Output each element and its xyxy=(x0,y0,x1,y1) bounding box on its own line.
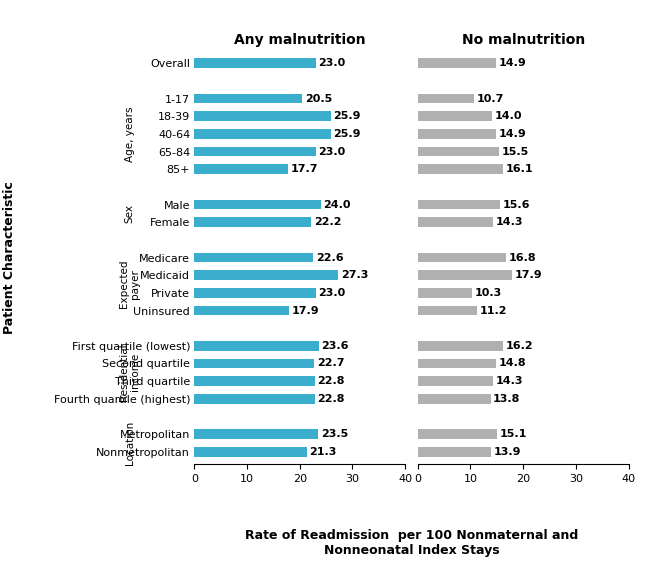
Text: 24.0: 24.0 xyxy=(323,200,351,209)
Bar xyxy=(418,447,491,457)
Bar xyxy=(418,376,493,386)
Bar xyxy=(194,429,318,439)
Bar xyxy=(194,200,321,209)
Bar xyxy=(418,112,492,121)
Bar xyxy=(194,164,288,174)
Text: Residential
income: Residential income xyxy=(119,344,141,401)
Bar xyxy=(194,147,316,156)
Bar xyxy=(194,252,314,263)
Text: 17.9: 17.9 xyxy=(292,306,319,315)
Text: 14.3: 14.3 xyxy=(496,217,524,227)
Bar xyxy=(418,164,503,174)
Text: Rate of Readmission  per 100 Nonmaternal and
Nonneonatal Index Stays: Rate of Readmission per 100 Nonmaternal … xyxy=(245,529,578,558)
Text: 16.1: 16.1 xyxy=(505,164,533,174)
Text: 23.0: 23.0 xyxy=(318,288,345,298)
Bar xyxy=(418,429,498,439)
Bar xyxy=(194,341,319,351)
Bar xyxy=(418,200,500,209)
Text: 22.8: 22.8 xyxy=(317,394,345,404)
Text: 11.2: 11.2 xyxy=(480,306,507,315)
Bar xyxy=(418,359,496,368)
Text: 13.8: 13.8 xyxy=(493,394,520,404)
Bar xyxy=(194,359,314,368)
Text: 15.6: 15.6 xyxy=(503,200,530,209)
Text: 23.0: 23.0 xyxy=(318,147,345,157)
Text: 15.1: 15.1 xyxy=(500,429,527,439)
Text: 22.8: 22.8 xyxy=(317,376,345,386)
Bar xyxy=(194,394,314,404)
Text: 23.5: 23.5 xyxy=(321,429,348,439)
Text: 23.6: 23.6 xyxy=(321,341,349,351)
Text: 22.2: 22.2 xyxy=(314,217,341,227)
Bar xyxy=(418,252,506,263)
Text: 10.3: 10.3 xyxy=(475,288,502,298)
Text: 22.6: 22.6 xyxy=(316,252,343,263)
Text: Age, years: Age, years xyxy=(124,106,135,162)
Text: 16.2: 16.2 xyxy=(506,341,533,351)
Text: 14.9: 14.9 xyxy=(499,129,527,139)
Text: 22.7: 22.7 xyxy=(317,358,344,368)
Text: Patient Characteristic: Patient Characteristic xyxy=(3,181,16,334)
Text: 25.9: 25.9 xyxy=(334,129,361,139)
Text: 13.9: 13.9 xyxy=(494,447,521,457)
Text: 17.9: 17.9 xyxy=(515,270,542,280)
Bar xyxy=(418,217,493,227)
Text: 25.9: 25.9 xyxy=(334,112,361,121)
Bar xyxy=(418,147,500,156)
Text: 23.0: 23.0 xyxy=(318,58,345,68)
Bar xyxy=(418,341,503,351)
Text: 14.3: 14.3 xyxy=(496,376,524,386)
Bar xyxy=(194,376,314,386)
Bar xyxy=(194,271,338,280)
Bar xyxy=(194,112,331,121)
Text: Sex: Sex xyxy=(124,204,135,223)
Text: 14.8: 14.8 xyxy=(498,358,526,368)
Text: 14.0: 14.0 xyxy=(494,112,522,121)
Bar xyxy=(194,217,312,227)
Text: 20.5: 20.5 xyxy=(305,93,332,104)
Bar xyxy=(418,288,472,298)
Text: 16.8: 16.8 xyxy=(509,252,537,263)
Bar xyxy=(194,94,303,104)
Bar xyxy=(194,447,307,457)
Text: Expected
payer: Expected payer xyxy=(119,260,141,308)
Title: No malnutrition: No malnutrition xyxy=(461,33,584,47)
Bar xyxy=(194,306,289,315)
Bar xyxy=(418,58,496,68)
Title: Any malnutrition: Any malnutrition xyxy=(234,33,365,47)
Text: 14.9: 14.9 xyxy=(499,58,527,68)
Bar xyxy=(418,394,491,404)
Bar xyxy=(418,271,512,280)
Bar xyxy=(194,58,316,68)
Text: 21.3: 21.3 xyxy=(309,447,337,457)
Bar xyxy=(418,306,477,315)
Text: 27.3: 27.3 xyxy=(341,270,368,280)
Text: Location: Location xyxy=(124,421,135,465)
Text: 10.7: 10.7 xyxy=(477,93,504,104)
Bar xyxy=(194,129,331,139)
Text: 17.7: 17.7 xyxy=(290,164,318,174)
Bar xyxy=(194,288,316,298)
Bar xyxy=(418,129,496,139)
Text: 15.5: 15.5 xyxy=(502,147,529,157)
Bar xyxy=(418,94,474,104)
